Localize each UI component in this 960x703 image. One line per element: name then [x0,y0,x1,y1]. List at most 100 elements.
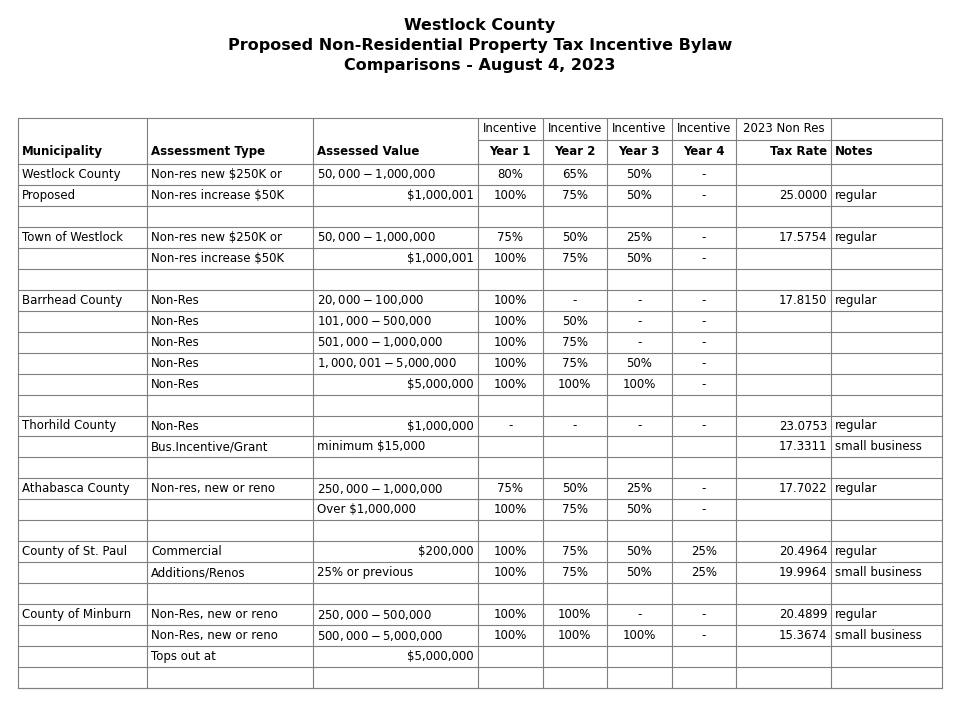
Text: -: - [702,168,706,181]
Text: Year 4: Year 4 [683,145,725,158]
Text: 50%: 50% [626,189,652,202]
Text: $101,000-$500,000: $101,000-$500,000 [317,314,432,328]
Text: 50%: 50% [626,252,652,265]
Text: Westlock County: Westlock County [22,168,121,181]
Text: 75%: 75% [497,231,523,244]
Text: 75%: 75% [562,335,588,349]
Text: Non-Res: Non-Res [151,356,200,370]
Text: $50,000-$1,000,000: $50,000-$1,000,000 [317,167,435,181]
Text: Municipality: Municipality [22,145,103,158]
Text: $200,000: $200,000 [419,546,474,558]
Text: -: - [702,315,706,328]
Text: 75%: 75% [562,546,588,558]
Text: -: - [572,294,577,307]
Text: Over $1,000,000: Over $1,000,000 [317,503,416,516]
Text: 65%: 65% [562,168,588,181]
Text: -: - [637,315,641,328]
Text: Incentive: Incentive [547,122,602,134]
Text: $1,000,000: $1,000,000 [407,420,474,432]
Text: 100%: 100% [558,608,591,621]
Text: 100%: 100% [493,608,527,621]
Text: -: - [702,503,706,516]
Text: 100%: 100% [493,378,527,391]
Text: 20.4899: 20.4899 [779,608,828,621]
Text: $1,000,001-$5,000,000: $1,000,001-$5,000,000 [317,356,456,370]
Text: 100%: 100% [493,503,527,516]
Text: 25% or previous: 25% or previous [317,566,413,579]
Text: Non-res new $250K or: Non-res new $250K or [151,168,282,181]
Text: -: - [702,356,706,370]
Text: 100%: 100% [493,315,527,328]
Text: regular: regular [835,482,878,496]
Text: Year 3: Year 3 [618,145,660,158]
Text: 25%: 25% [691,546,717,558]
Text: 17.8150: 17.8150 [779,294,828,307]
Text: $5,000,000: $5,000,000 [407,650,474,663]
Text: Non-Res: Non-Res [151,315,200,328]
Text: Non-Res: Non-Res [151,294,200,307]
Text: Non-Res: Non-Res [151,420,200,432]
Text: -: - [637,335,641,349]
Text: Non-res increase $50K: Non-res increase $50K [151,252,284,265]
Text: 50%: 50% [626,546,652,558]
Text: Barrhead County: Barrhead County [22,294,122,307]
Text: 50%: 50% [626,356,652,370]
Text: 80%: 80% [497,168,523,181]
Text: $250,000-$1,000,000: $250,000-$1,000,000 [317,482,443,496]
Text: Commercial: Commercial [151,546,222,558]
Text: 50%: 50% [626,503,652,516]
Text: 75%: 75% [497,482,523,496]
Text: -: - [702,482,706,496]
Text: regular: regular [835,189,878,202]
Text: regular: regular [835,546,878,558]
Text: $501,000-$1,000,000: $501,000-$1,000,000 [317,335,443,349]
Text: $20,000-$100,000: $20,000-$100,000 [317,293,424,307]
Text: minimum $15,000: minimum $15,000 [317,441,424,453]
Text: small business: small business [835,441,923,453]
Text: 75%: 75% [562,252,588,265]
Text: -: - [637,294,641,307]
Bar [18,118,942,688]
Text: small business: small business [835,629,923,642]
Text: 50%: 50% [562,231,588,244]
Text: 25%: 25% [691,566,717,579]
Text: regular: regular [835,420,878,432]
Text: 25.0000: 25.0000 [780,189,828,202]
Text: 25%: 25% [626,231,652,244]
Text: Bus.Incentive/Grant: Bus.Incentive/Grant [151,441,269,453]
Text: $1,000,001: $1,000,001 [407,189,474,202]
Text: Tax Rate: Tax Rate [770,145,828,158]
Text: -: - [702,629,706,642]
Text: 23.0753: 23.0753 [780,420,828,432]
Text: Non-res increase $50K: Non-res increase $50K [151,189,284,202]
Text: Incentive: Incentive [677,122,731,134]
Text: Additions/Renos: Additions/Renos [151,566,246,579]
Text: County of St. Paul: County of St. Paul [22,546,127,558]
Text: $5,000,000: $5,000,000 [407,378,474,391]
Text: 17.5754: 17.5754 [779,231,828,244]
Text: Proposed Non-Residential Property Tax Incentive Bylaw: Proposed Non-Residential Property Tax In… [228,38,732,53]
Text: Assessment Type: Assessment Type [151,145,265,158]
Text: small business: small business [835,566,923,579]
Text: -: - [702,608,706,621]
Text: 100%: 100% [493,546,527,558]
Text: Westlock County: Westlock County [404,18,556,33]
Text: 25%: 25% [626,482,652,496]
Text: 75%: 75% [562,356,588,370]
Text: -: - [637,420,641,432]
Text: Year 2: Year 2 [554,145,595,158]
Text: 75%: 75% [562,503,588,516]
Text: 75%: 75% [562,189,588,202]
Text: -: - [702,189,706,202]
Text: 100%: 100% [493,566,527,579]
Text: 100%: 100% [493,335,527,349]
Text: 100%: 100% [493,629,527,642]
Text: Year 1: Year 1 [490,145,531,158]
Text: 15.3674: 15.3674 [779,629,828,642]
Text: -: - [702,294,706,307]
Text: Non-res, new or reno: Non-res, new or reno [151,482,275,496]
Text: Incentive: Incentive [612,122,666,134]
Text: 20.4964: 20.4964 [779,546,828,558]
Text: -: - [702,335,706,349]
Text: Comparisons - August 4, 2023: Comparisons - August 4, 2023 [345,58,615,73]
